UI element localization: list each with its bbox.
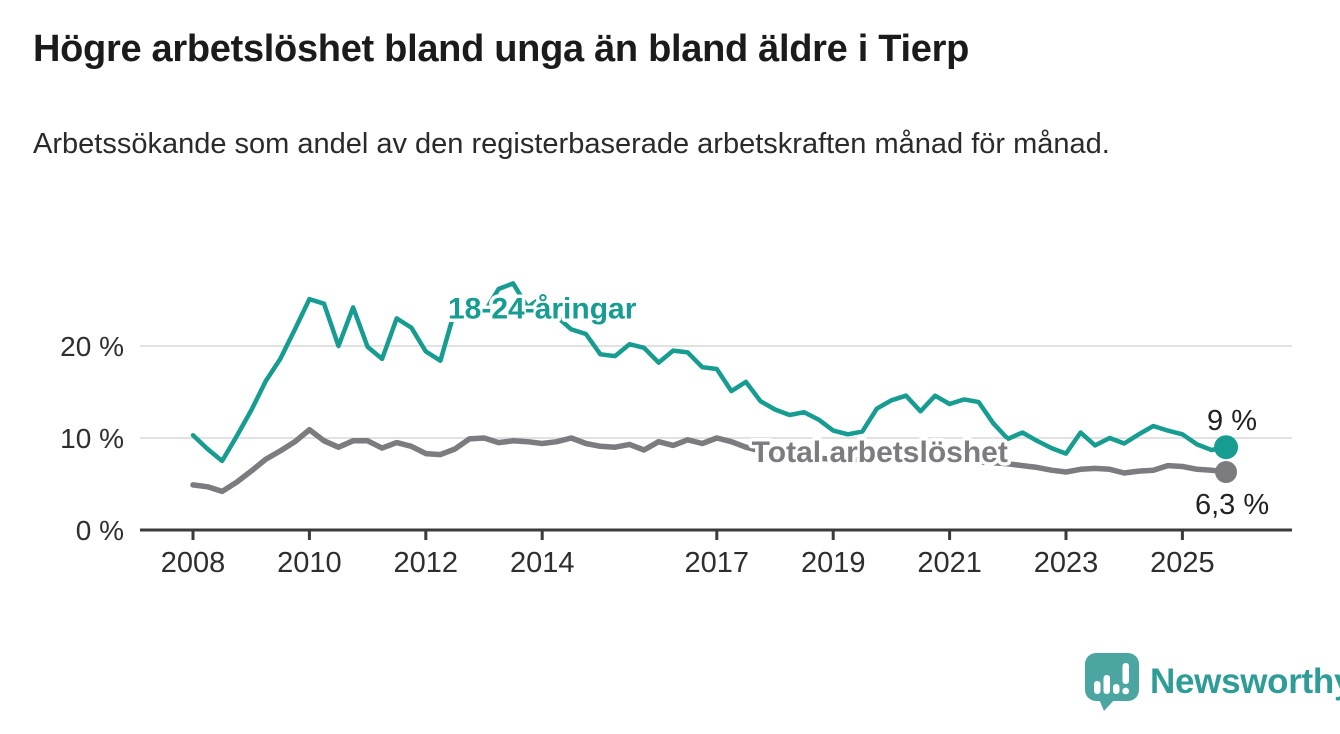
series-end-dot — [1215, 461, 1238, 484]
series-label: Total arbetslöshet — [752, 436, 1008, 469]
y-tick-label: 20 % — [60, 331, 124, 362]
x-tick-label: 2017 — [685, 547, 750, 579]
newsworthy-wordmark: Newsworthy — [1150, 662, 1340, 701]
x-tick-label: 2021 — [917, 547, 982, 579]
line-chart: 2008 2010 2012 2014 2017 2019 2021 2023 2025 0 % 1… — [0, 250, 1340, 590]
y-tick-label: 10 % — [60, 423, 124, 454]
newsworthy-logo: Newsworthy — [1085, 652, 1340, 712]
x-tick-label: 2010 — [277, 547, 342, 579]
series-end-value-label: 9 % — [1207, 405, 1257, 437]
chart-title: Högre arbetslöshet bland unga än bland ä… — [33, 28, 969, 70]
chart-subtitle: Arbetssökande som andel av den registerb… — [33, 128, 1110, 160]
series-end-dot — [1214, 435, 1239, 460]
newsworthy-badge-icon — [1085, 652, 1139, 711]
series-line — [190, 426, 1229, 495]
series-line — [190, 281, 1229, 464]
series-label: 18-24-åringar — [448, 292, 637, 325]
x-tick-label: 2014 — [510, 547, 575, 579]
x-tick-label: 2019 — [801, 547, 866, 579]
x-tick-label: 2012 — [394, 547, 459, 579]
y-tick-label: 0 % — [76, 515, 124, 546]
series-end-value-label: 6,3 % — [1195, 489, 1269, 521]
x-tick-label: 2023 — [1034, 547, 1099, 579]
x-tick-label: 2008 — [161, 547, 226, 579]
x-tick-label: 2025 — [1150, 547, 1215, 579]
